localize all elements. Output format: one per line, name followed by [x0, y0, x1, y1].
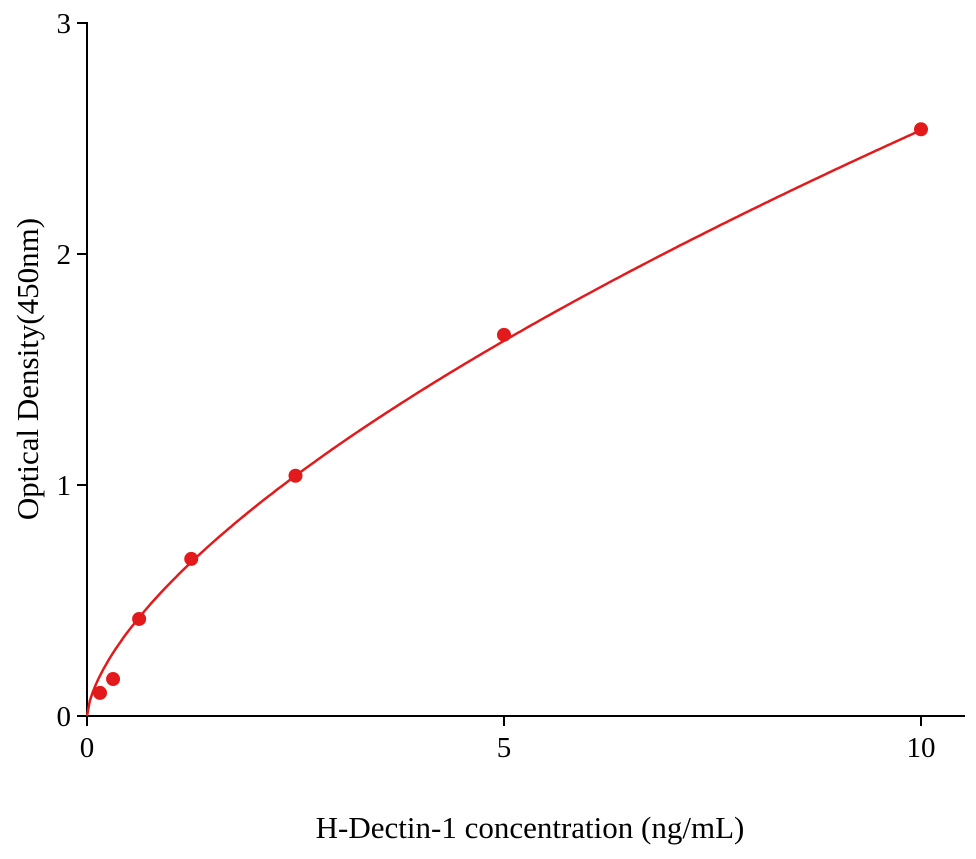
data-point — [184, 551, 199, 566]
y-axis-label: Optical Density(450nm) — [10, 218, 45, 520]
x-tick-label: 5 — [497, 732, 512, 764]
fit-curve — [85, 128, 922, 717]
axes — [78, 22, 965, 719]
data-point — [106, 672, 121, 687]
x-axis-label: H-Dectin-1 concentration (ng/mL) — [316, 810, 745, 845]
y-tick-label: 2 — [57, 239, 72, 271]
data-point — [914, 122, 928, 137]
y-tick-label: 3 — [57, 8, 72, 40]
y-tick-label: 0 — [57, 701, 72, 733]
data-point — [132, 611, 147, 626]
x-tick-label: 10 — [907, 732, 936, 764]
x-tick-label: 0 — [80, 732, 95, 764]
data-point — [497, 327, 511, 342]
data-point — [288, 468, 303, 483]
y-tick-label: 1 — [57, 470, 72, 502]
data-point — [93, 685, 108, 700]
